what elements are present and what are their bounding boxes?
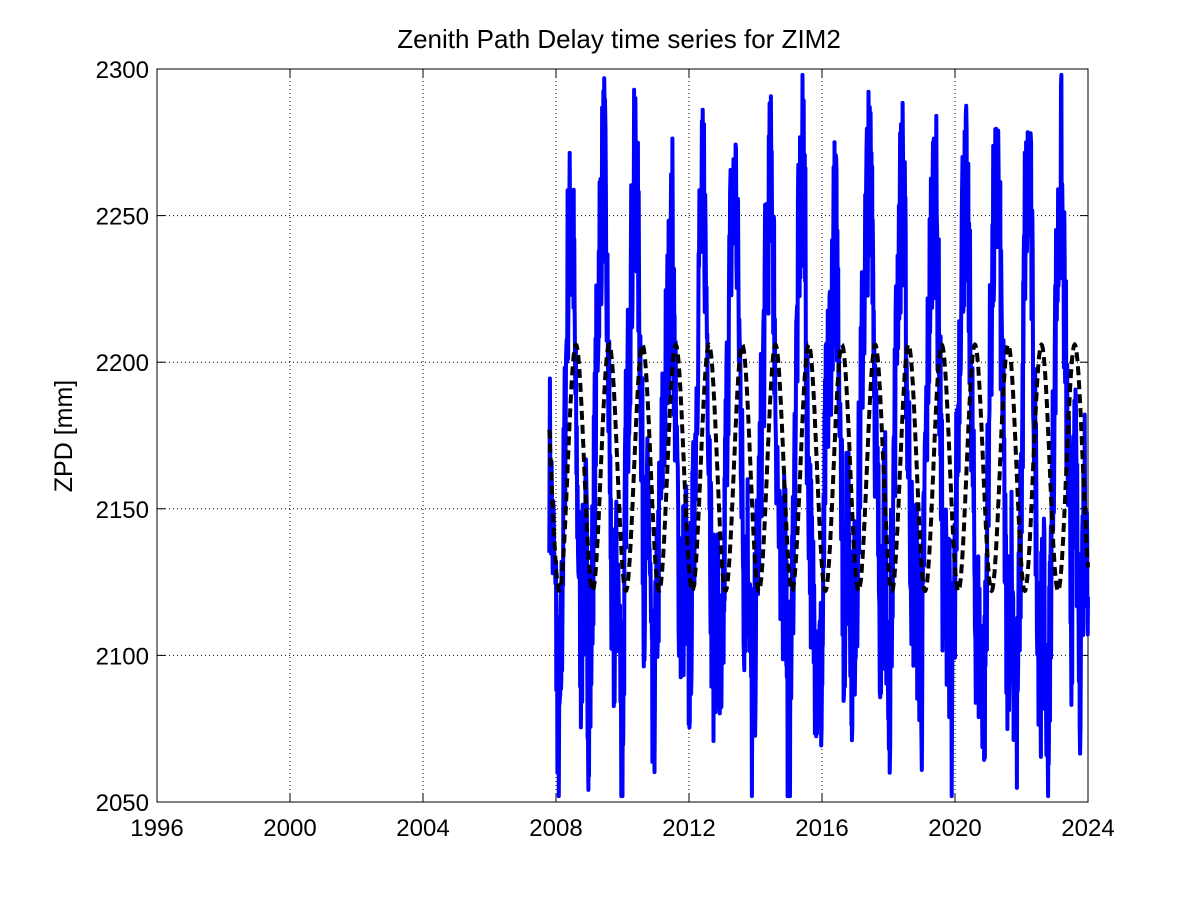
y-tick-label: 2300 — [96, 57, 149, 84]
y-tick-label: 2200 — [96, 350, 149, 377]
x-tick-label: 2016 — [795, 815, 848, 842]
x-tick-label: 2012 — [662, 815, 715, 842]
x-tick-label: 2004 — [396, 815, 449, 842]
x-tick-label: 2008 — [529, 815, 582, 842]
y-tick-label: 2100 — [96, 643, 149, 670]
y-tick-label: 2250 — [96, 204, 149, 231]
y-axis-label: ZPD [mm] — [50, 380, 78, 493]
x-tick-label: 2000 — [263, 815, 316, 842]
model-fit-line — [547, 341, 1090, 594]
tick-labels: 1996 2000 2004 2008 2012 2016 2020 2024 2050 2100… — [96, 57, 1115, 842]
x-tick-label: 2020 — [928, 815, 981, 842]
chart-title: Zenith Path Delay time series for ZIM2 — [397, 24, 841, 54]
x-tick-label: 2024 — [1061, 815, 1114, 842]
data-series — [547, 72, 1090, 799]
y-tick-label: 2050 — [96, 790, 149, 817]
y-tick-label: 2150 — [96, 497, 149, 524]
x-tick-label: 1996 — [130, 815, 183, 842]
plot-frame — [156, 68, 1089, 803]
observed-zpd-line — [547, 72, 1090, 799]
